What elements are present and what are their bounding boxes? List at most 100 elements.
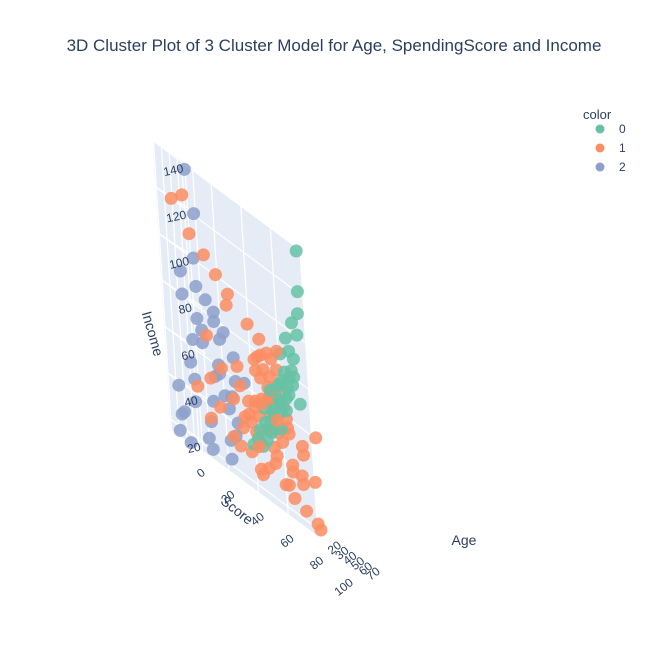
data-point-cluster-1 [300, 504, 314, 518]
data-point-cluster-2 [173, 264, 187, 278]
legend-title: color [583, 107, 612, 122]
data-point-cluster-2 [190, 312, 204, 325]
legend-item-1[interactable]: 1 [595, 141, 627, 155]
legend-marker-2 [595, 162, 605, 172]
data-point-cluster-1 [308, 475, 322, 489]
3d-scene[interactable]: 2040608010012014002040608010020304050607… [139, 138, 477, 599]
legend-marker-1 [595, 143, 605, 153]
data-point-cluster-1 [182, 227, 196, 241]
data-point-cluster-0 [285, 316, 298, 330]
data-point-cluster-1 [191, 379, 205, 393]
data-point-cluster-2 [189, 395, 203, 409]
gridline-score [151, 139, 171, 431]
tick-label-income: 40 [183, 393, 199, 410]
data-point-cluster-2 [206, 442, 220, 456]
chart-title: 3D Cluster Plot of 3 Cluster Model for A… [67, 36, 602, 55]
data-point-cluster-2 [187, 207, 201, 221]
tick-label-income: 120 [165, 208, 188, 226]
axis-title-age: Age [452, 532, 477, 548]
data-point-cluster-1 [219, 298, 233, 312]
data-point-cluster-0 [290, 285, 304, 299]
data-point-cluster-1 [311, 517, 325, 531]
data-point-cluster-2 [213, 332, 227, 346]
data-points [164, 162, 328, 537]
data-point-cluster-2 [175, 287, 189, 301]
data-point-cluster-0 [289, 244, 303, 258]
data-point-cluster-2 [189, 279, 203, 293]
data-point-cluster-1 [255, 397, 269, 411]
data-point-cluster-1 [259, 346, 273, 360]
data-point-cluster-1 [234, 439, 248, 453]
data-point-cluster-2 [207, 315, 221, 328]
data-point-cluster-1 [270, 449, 284, 463]
legend-label-1: 1 [619, 141, 626, 155]
data-point-cluster-1 [240, 317, 254, 331]
data-point-cluster-2 [172, 378, 186, 392]
data-point-cluster-2 [177, 162, 191, 176]
data-point-cluster-1 [288, 492, 302, 505]
tick-label-income: 60 [180, 347, 196, 364]
tick-label-score: 0 [194, 465, 208, 480]
data-point-cluster-2 [186, 333, 200, 346]
data-point-cluster-1 [230, 359, 244, 373]
data-point-cluster-1 [286, 458, 300, 472]
data-point-cluster-0 [279, 392, 293, 405]
data-point-cluster-1 [269, 344, 283, 358]
data-point-cluster-0 [286, 379, 300, 392]
data-point-cluster-1 [208, 268, 222, 282]
data-point-cluster-1 [215, 361, 228, 375]
data-point-cluster-2 [206, 305, 220, 319]
tick-label-score: 100 [331, 575, 356, 599]
data-point-cluster-1 [200, 328, 213, 342]
legend-marker-0 [595, 124, 605, 134]
legend-item-2[interactable]: 2 [595, 160, 627, 174]
data-point-cluster-1 [238, 410, 252, 424]
data-point-cluster-1 [220, 287, 234, 301]
data-point-cluster-1 [204, 371, 218, 385]
data-point-cluster-2 [202, 431, 216, 445]
data-point-cluster-1 [295, 439, 309, 453]
legend[interactable]: color 0 1 2 [583, 107, 626, 174]
tick-label-score: 80 [307, 553, 326, 572]
data-point-cluster-1 [297, 478, 311, 491]
data-point-cluster-1 [164, 191, 178, 205]
data-point-cluster-2 [225, 452, 239, 466]
data-point-cluster-0 [263, 383, 277, 397]
data-point-cluster-1 [252, 332, 266, 346]
legend-item-0[interactable]: 0 [595, 122, 627, 136]
data-point-cluster-1 [263, 370, 277, 384]
tick-label-income: 20 [186, 440, 202, 457]
data-point-cluster-1 [282, 478, 296, 492]
data-point-cluster-1 [254, 462, 268, 476]
data-point-cluster-2 [186, 251, 200, 265]
data-point-cluster-1 [227, 430, 241, 444]
data-point-cluster-1 [242, 394, 256, 408]
gridline-age [152, 140, 173, 432]
data-point-cluster-1 [252, 440, 266, 454]
data-point-cluster-2 [184, 436, 198, 450]
data-point-cluster-2 [184, 355, 198, 369]
data-point-cluster-1 [233, 379, 247, 393]
data-point-cluster-0 [290, 328, 304, 342]
data-point-cluster-0 [278, 331, 292, 345]
legend-label-2: 2 [619, 160, 626, 174]
data-point-cluster-1 [175, 188, 189, 202]
legend-items[interactable]: 0 1 2 [595, 122, 627, 174]
data-point-cluster-1 [204, 411, 218, 425]
tick-label-income: 100 [168, 254, 191, 272]
legend-label-0: 0 [619, 122, 626, 136]
data-point-cluster-2 [198, 293, 212, 307]
data-point-cluster-0 [259, 416, 273, 429]
data-point-cluster-1 [309, 431, 323, 445]
data-point-cluster-2 [173, 423, 187, 437]
data-point-cluster-0 [293, 397, 307, 411]
tick-label-income: 140 [162, 161, 185, 179]
data-point-cluster-1 [270, 413, 284, 427]
data-point-cluster-1 [196, 248, 210, 262]
gridline-age [210, 456, 359, 568]
data-point-cluster-1 [247, 352, 261, 366]
gridline-score [299, 249, 319, 541]
tick-label-income: 80 [177, 300, 193, 317]
data-point-cluster-1 [227, 392, 241, 406]
